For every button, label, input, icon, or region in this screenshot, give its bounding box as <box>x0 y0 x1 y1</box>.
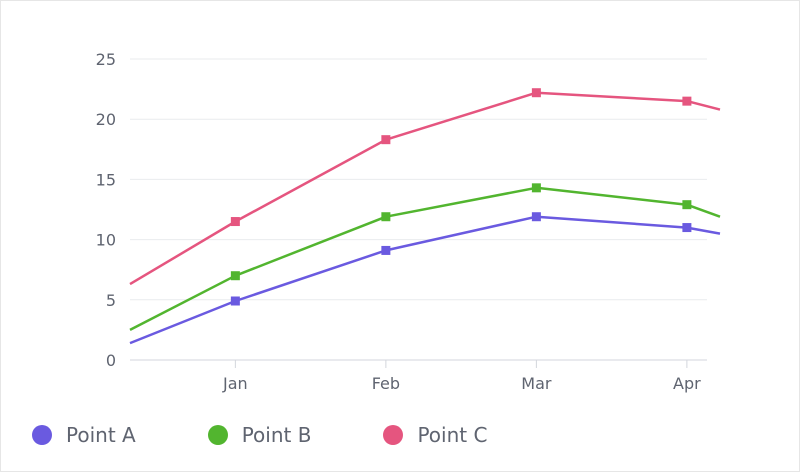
y-tick-label-15: 15 <box>96 170 116 189</box>
x-axis: Jan Feb Mar Apr <box>222 360 701 393</box>
series-line-point-c <box>129 91 721 286</box>
data-point-point-c-apr[interactable] <box>682 96 692 106</box>
data-point-point-b-jan[interactable] <box>230 271 240 281</box>
x-tick-label-apr: Apr <box>673 374 701 393</box>
data-point-point-c-jan[interactable] <box>230 217 240 227</box>
data-point-point-c-mar[interactable] <box>531 88 541 98</box>
data-point-point-b-apr[interactable] <box>682 200 692 210</box>
data-point-point-b-feb[interactable] <box>381 212 391 222</box>
legend-item-point-a[interactable]: Point A <box>32 423 136 447</box>
y-tick-label-5: 5 <box>106 291 116 310</box>
legend-item-point-c[interactable]: Point C <box>383 423 487 447</box>
data-point-point-c-feb[interactable] <box>381 135 391 145</box>
series-group <box>129 88 721 345</box>
data-point-point-a-feb[interactable] <box>381 245 391 255</box>
x-tick-label-mar: Mar <box>521 374 552 393</box>
x-tick-label-jan: Jan <box>222 374 248 393</box>
series-line-point-b <box>129 186 721 332</box>
grid-lines <box>130 58 707 361</box>
legend-marker-point-a <box>32 425 52 445</box>
data-point-point-a-apr[interactable] <box>682 223 692 233</box>
legend: Point A Point B Point C <box>32 418 487 452</box>
y-tick-label-25: 25 <box>96 50 116 69</box>
data-point-point-a-mar[interactable] <box>531 212 541 222</box>
legend-item-point-b[interactable]: Point B <box>207 423 312 447</box>
legend-label-point-c: Point C <box>417 423 488 447</box>
data-point-point-b-mar[interactable] <box>531 183 541 193</box>
series-line-point-a <box>129 215 721 345</box>
y-tick-label-20: 20 <box>96 110 116 129</box>
y-tick-label-10: 10 <box>96 231 116 250</box>
legend-label-point-a: Point A <box>66 423 136 447</box>
y-axis-ticks: 0 5 10 15 20 25 <box>96 50 116 370</box>
x-tick-label-feb: Feb <box>372 374 400 393</box>
y-tick-label-0: 0 <box>106 351 116 370</box>
data-point-point-a-jan[interactable] <box>230 296 240 306</box>
legend-marker-point-c <box>383 425 404 445</box>
legend-label-point-b: Point B <box>241 423 312 447</box>
legend-marker-point-b <box>207 425 228 445</box>
